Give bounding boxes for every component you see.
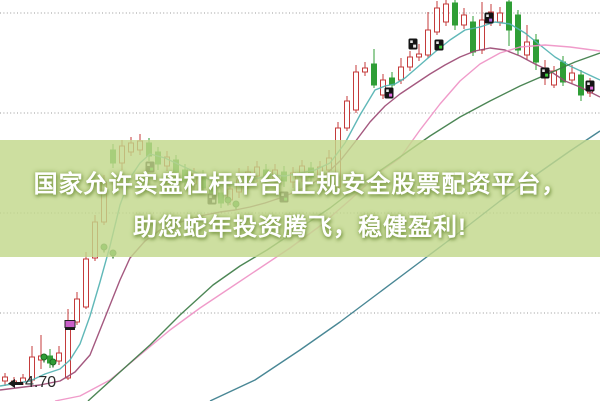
- signal-marker: [484, 12, 494, 24]
- signal-marker-dot-white: [410, 40, 413, 43]
- candle-up: [434, 7, 440, 33]
- price-label: 4.70: [25, 374, 57, 391]
- signal-marker: [585, 80, 595, 92]
- candle-down: [470, 21, 476, 53]
- candle-down: [506, 1, 512, 31]
- candle-down: [452, 2, 458, 26]
- candle-down: [515, 14, 521, 51]
- promo-banner: 国家允许实盘杠杆平台 正规安全股票配资平台， 助您蛇年投资腾飞，稳健盈利!: [0, 140, 600, 257]
- candle-up: [569, 72, 575, 81]
- signal-marker: [434, 39, 444, 51]
- signal-marker-dot-color: [439, 45, 443, 49]
- signal-marker-dot-white: [542, 69, 545, 72]
- candle-down: [371, 63, 377, 86]
- promo-banner-line1: 国家允许实盘杠杆平台 正规安全股票配资平台，: [33, 171, 567, 198]
- candle-down: [533, 39, 539, 63]
- candle-up: [497, 12, 503, 23]
- signal-marker-dot-color: [389, 93, 393, 97]
- signal-marker-purple-base: [65, 327, 75, 330]
- signal-marker-purple: [64, 320, 76, 328]
- candle-up: [362, 67, 368, 73]
- candle-up: [479, 19, 485, 51]
- signal-marker-dot-white: [436, 41, 439, 44]
- candle-up: [443, 3, 449, 23]
- signal-marker-dot-white: [486, 14, 489, 17]
- signal-marker-dot-color: [489, 18, 493, 22]
- promo-banner-line2: 助您蛇年投资腾飞，稳健盈利!: [133, 214, 467, 241]
- green-dot-marker: [40, 353, 48, 361]
- signal-marker-dot-white: [386, 89, 389, 92]
- candle-up: [398, 66, 404, 81]
- signal-marker: [408, 38, 418, 50]
- candle-up: [65, 322, 71, 379]
- signal-marker-dot-color: [545, 73, 549, 77]
- candle-up: [83, 258, 89, 308]
- candle-up: [524, 41, 530, 56]
- candle-up: [353, 71, 359, 111]
- left-arrow-icon: [8, 378, 23, 388]
- signal-marker-dot-color: [413, 44, 417, 48]
- candle-up: [407, 56, 413, 68]
- candle-up: [344, 100, 350, 129]
- candle-up: [461, 14, 467, 26]
- green-dot-marker: [49, 358, 57, 366]
- candle-up: [2, 376, 8, 382]
- signal-marker: [540, 67, 550, 79]
- signal-marker: [384, 87, 394, 99]
- candle-up: [56, 352, 62, 362]
- candle-up: [416, 53, 422, 58]
- signal-marker-dot-color: [590, 86, 594, 90]
- signal-marker-dot-white: [587, 82, 590, 85]
- candle-up: [74, 298, 80, 323]
- price-tag: 4.70: [7, 374, 56, 392]
- candle-up: [425, 29, 431, 56]
- candle-down: [578, 74, 584, 96]
